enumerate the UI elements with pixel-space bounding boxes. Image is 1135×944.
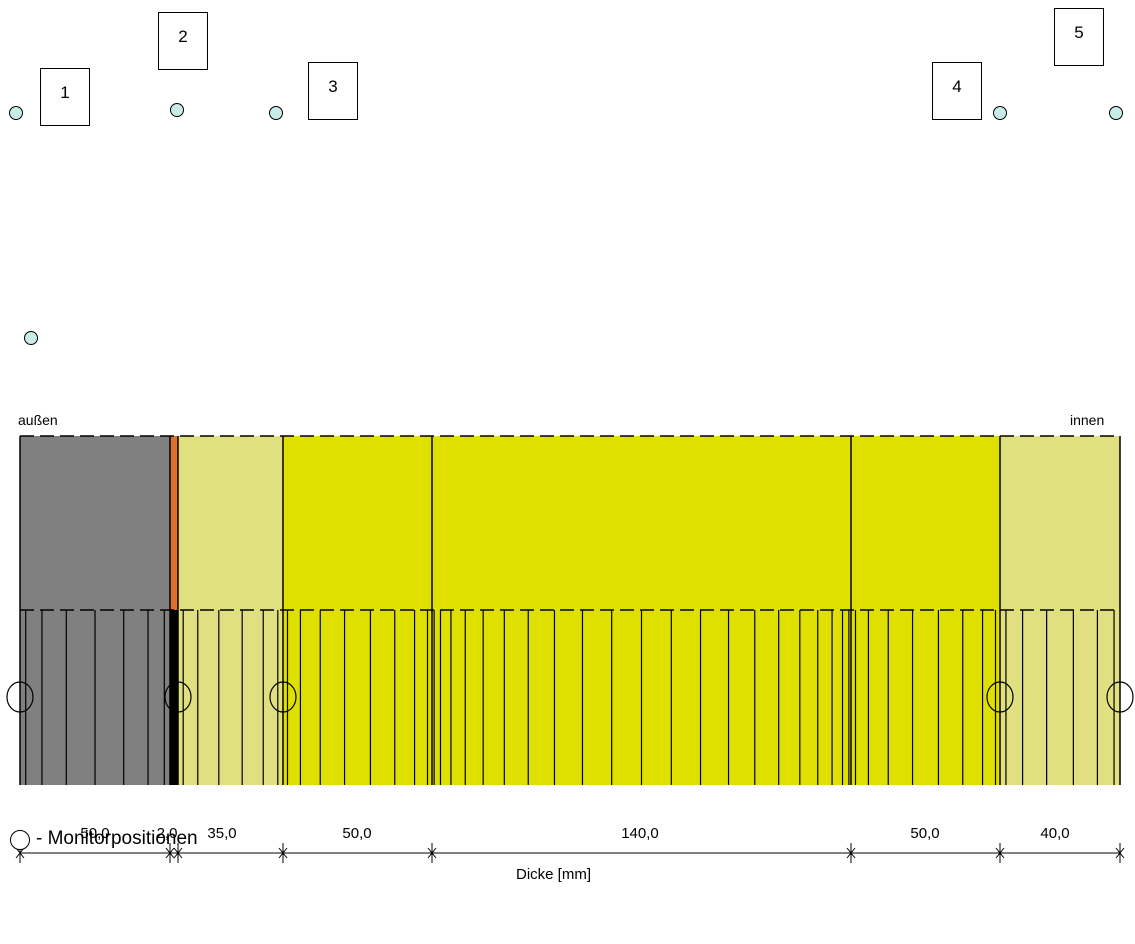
monitor-dot-3[interactable]: [269, 106, 283, 120]
monitor-label-1: 1: [40, 68, 90, 126]
monitor-legend-icon: [10, 830, 30, 850]
monitor-label-2-text: 2: [178, 27, 188, 46]
dimension-arrow-4: [427, 847, 437, 859]
monitor-marker-4: [986, 681, 1014, 713]
inside-label: innen: [1070, 412, 1105, 428]
dimension-arrow-2: [173, 847, 183, 859]
dimension-arrow-7: [1115, 847, 1125, 859]
monitor-label-4-text: 4: [952, 77, 962, 96]
monitor-label-4: 4: [932, 62, 982, 120]
thickness-label-7: 40,0: [1040, 825, 1069, 842]
dimension-arrow-6: [995, 847, 1005, 859]
monitor-dot-5[interactable]: [1109, 106, 1123, 120]
monitor-label-1-text: 1: [60, 83, 70, 102]
thickness-label-5: 140,0: [621, 825, 659, 842]
monitor-dot-2[interactable]: [170, 103, 184, 117]
thickness-label-3: 35,0: [207, 825, 236, 842]
outside-label: außen: [18, 412, 58, 428]
monitor-dot-extra[interactable]: [24, 331, 38, 345]
dimension-arrow-1: [165, 847, 175, 859]
dimension-arrow-5: [846, 847, 856, 859]
legend-text: - Monitorpositionen: [36, 828, 198, 849]
thickness-label-4: 50,0: [342, 825, 371, 842]
monitor-marker-3: [269, 681, 297, 713]
thickness-label-2: 2,0: [157, 825, 178, 842]
thin-layer-mesh: [170, 610, 178, 785]
axis-label: Dicke [mm]: [516, 866, 591, 883]
monitor-marker-1: [6, 681, 34, 713]
monitor-label-5-text: 5: [1074, 23, 1084, 42]
monitor-marker-5: [1106, 681, 1134, 713]
monitor-label-5: 5: [1054, 8, 1104, 66]
dimension-arrow-3: [278, 847, 288, 859]
monitor-label-3: 3: [308, 62, 358, 120]
thickness-label-6: 50,0: [910, 825, 939, 842]
monitor-dot-1[interactable]: [9, 106, 23, 120]
monitor-dot-4[interactable]: [993, 106, 1007, 120]
thickness-label-1: 50,0: [80, 825, 109, 842]
monitor-label-3-text: 3: [328, 77, 338, 96]
monitor-marker-2: [164, 681, 192, 713]
monitor-label-2: 2: [158, 12, 208, 70]
